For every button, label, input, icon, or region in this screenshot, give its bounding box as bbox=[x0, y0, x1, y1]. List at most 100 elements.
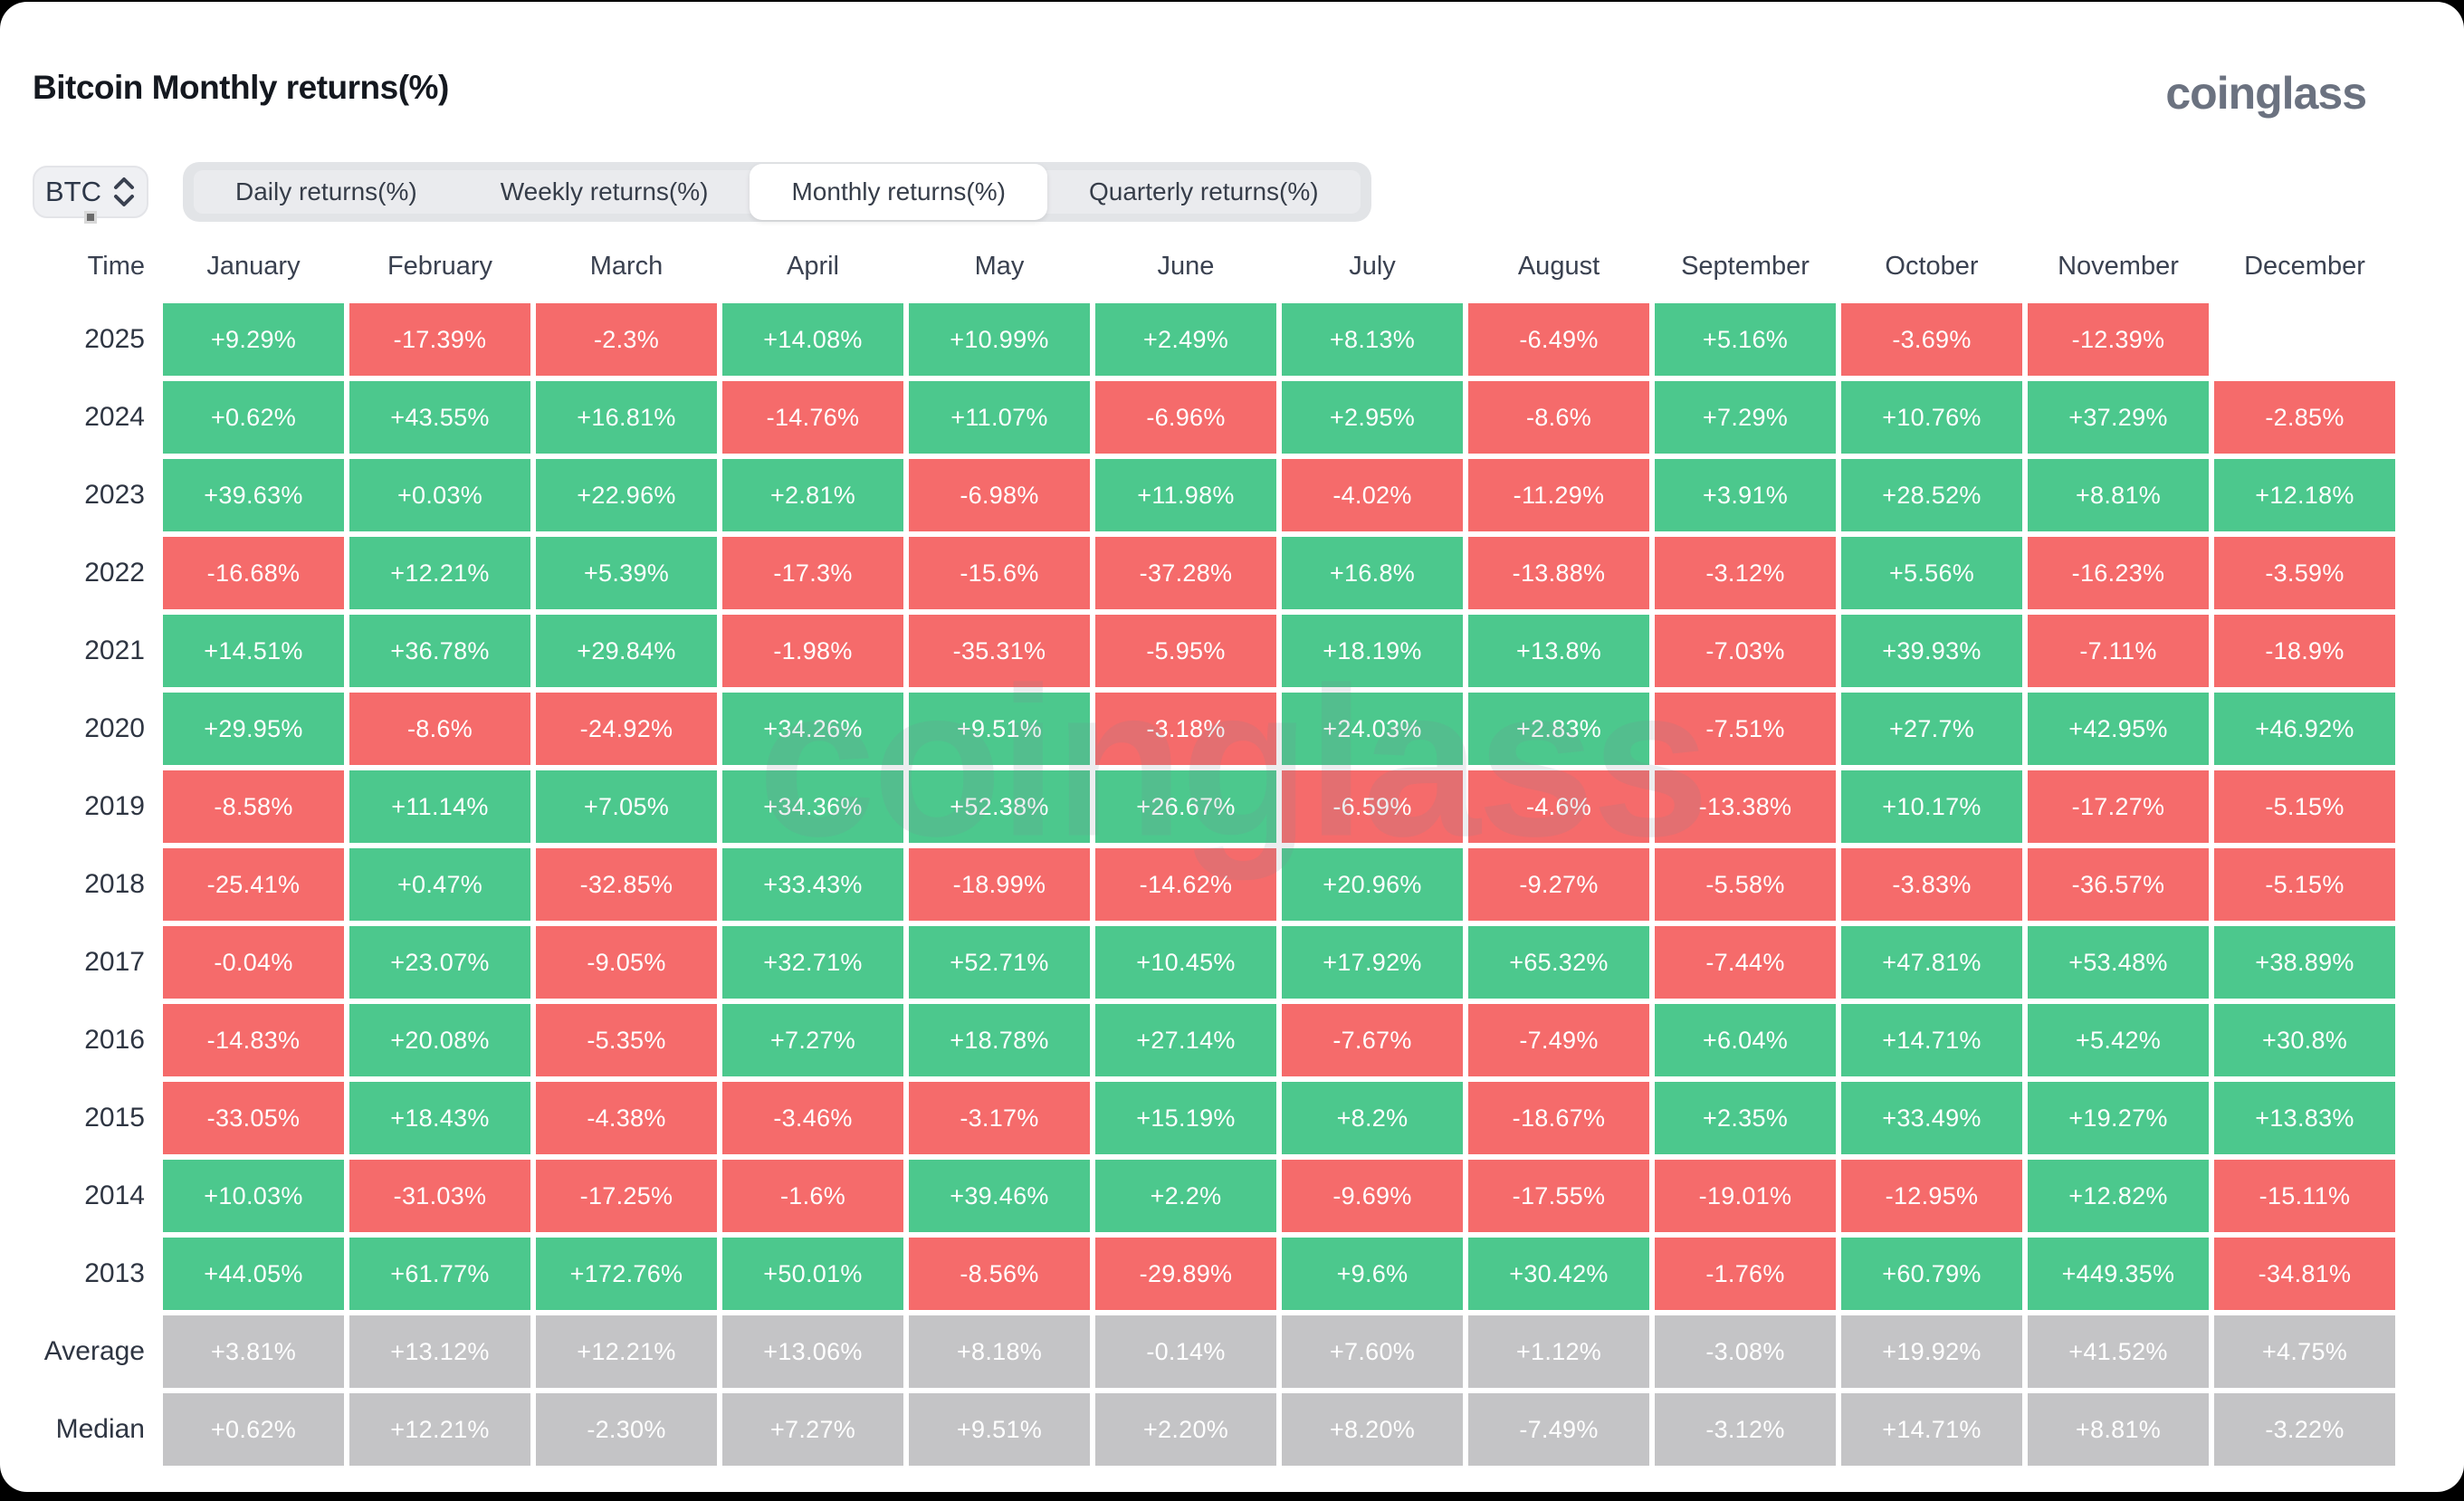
return-cell: +9.29% bbox=[163, 303, 344, 376]
column-header-may: May bbox=[974, 251, 1025, 281]
return-cell: -9.69% bbox=[1282, 1160, 1463, 1232]
return-cell: +52.71% bbox=[909, 926, 1090, 999]
return-cell: +16.81% bbox=[536, 381, 717, 454]
row-label-2021: 2021 bbox=[84, 636, 145, 665]
row-label-2023: 2023 bbox=[84, 480, 145, 510]
return-cell: +39.93% bbox=[1841, 615, 2022, 687]
row-label-2014: 2014 bbox=[84, 1181, 145, 1210]
return-cell: +41.52% bbox=[2028, 1315, 2209, 1388]
return-cell: -15.6% bbox=[909, 537, 1090, 609]
return-cell: -12.95% bbox=[1841, 1160, 2022, 1232]
return-cell: +14.71% bbox=[1841, 1393, 2022, 1466]
return-cell: +33.43% bbox=[722, 848, 903, 921]
return-cell: +8.2% bbox=[1282, 1082, 1463, 1154]
return-cell: -6.59% bbox=[1282, 770, 1463, 843]
return-cell: -3.46% bbox=[722, 1082, 903, 1154]
return-cell: -5.15% bbox=[2214, 770, 2395, 843]
tab-quarterly-returns[interactable]: Quarterly returns(%) bbox=[1088, 177, 1319, 206]
return-cell: -18.67% bbox=[1468, 1082, 1649, 1154]
return-cell: -0.14% bbox=[1095, 1315, 1276, 1388]
row-label-2019: 2019 bbox=[84, 791, 145, 821]
column-header-october: October bbox=[1885, 251, 1979, 281]
return-cell: +10.99% bbox=[909, 303, 1090, 376]
tabs-strip: Daily returns(%) Weekly returns(%) Monthly… bbox=[194, 164, 1361, 220]
return-cell: -5.15% bbox=[2214, 848, 2395, 921]
return-cell: +2.95% bbox=[1282, 381, 1463, 454]
return-cell: -31.03% bbox=[349, 1160, 530, 1232]
row-label-average: Average bbox=[43, 1336, 145, 1366]
return-cell: +42.95% bbox=[2028, 693, 2209, 765]
row-label-2018: 2018 bbox=[84, 869, 145, 899]
return-cell: +27.14% bbox=[1095, 1004, 1276, 1076]
return-cell: -8.6% bbox=[1468, 381, 1649, 454]
return-cell: +3.91% bbox=[1655, 459, 1836, 531]
return-cell: +14.08% bbox=[722, 303, 903, 376]
page-title: Bitcoin Monthly returns(%) bbox=[33, 69, 449, 106]
tab-monthly-returns[interactable]: Monthly returns(%) bbox=[750, 164, 1047, 220]
column-header-december: December bbox=[2244, 251, 2365, 281]
return-cell: -7.11% bbox=[2028, 615, 2209, 687]
return-cell: +18.78% bbox=[909, 1004, 1090, 1076]
return-cell: +13.83% bbox=[2214, 1082, 2395, 1154]
return-cell: -7.03% bbox=[1655, 615, 1836, 687]
return-cell: -33.05% bbox=[163, 1082, 344, 1154]
return-cell: -17.3% bbox=[722, 537, 903, 609]
return-cell: +13.12% bbox=[349, 1315, 530, 1388]
return-cell: -3.59% bbox=[2214, 537, 2395, 609]
column-header-january: January bbox=[206, 251, 301, 281]
return-cell: -1.76% bbox=[1655, 1238, 1836, 1310]
return-cell: -11.29% bbox=[1468, 459, 1649, 531]
selector-handle-artifact bbox=[84, 211, 97, 224]
return-cell: +30.42% bbox=[1468, 1238, 1649, 1310]
return-cell: +18.19% bbox=[1282, 615, 1463, 687]
tab-daily-returns[interactable]: Daily returns(%) bbox=[235, 177, 417, 206]
return-cell: -3.22% bbox=[2214, 1393, 2395, 1466]
return-cell: -8.6% bbox=[349, 693, 530, 765]
return-cell: +2.83% bbox=[1468, 693, 1649, 765]
returns-grid: Time January February March April May June July… bbox=[4, 234, 2395, 1466]
return-cell: -18.99% bbox=[909, 848, 1090, 921]
return-cell: +19.27% bbox=[2028, 1082, 2209, 1154]
return-cell: +5.39% bbox=[536, 537, 717, 609]
return-cell: -2.30% bbox=[536, 1393, 717, 1466]
return-cell: +11.07% bbox=[909, 381, 1090, 454]
return-cell: +10.17% bbox=[1841, 770, 2022, 843]
row-label-2017: 2017 bbox=[84, 947, 145, 977]
column-header-time: Time bbox=[87, 251, 145, 281]
return-cell: +20.96% bbox=[1282, 848, 1463, 921]
return-cell: +12.82% bbox=[2028, 1160, 2209, 1232]
return-cell: +2.20% bbox=[1095, 1393, 1276, 1466]
row-label-2013: 2013 bbox=[84, 1258, 145, 1288]
return-cell: +61.77% bbox=[349, 1238, 530, 1310]
return-cell: -8.58% bbox=[163, 770, 344, 843]
return-cell: -9.05% bbox=[536, 926, 717, 999]
return-cell: -6.49% bbox=[1468, 303, 1649, 376]
return-cell: +34.26% bbox=[722, 693, 903, 765]
return-cell: +3.81% bbox=[163, 1315, 344, 1388]
return-cell: +24.03% bbox=[1282, 693, 1463, 765]
return-cell: -3.17% bbox=[909, 1082, 1090, 1154]
return-cell: -4.6% bbox=[1468, 770, 1649, 843]
tab-weekly-returns[interactable]: Weekly returns(%) bbox=[500, 177, 709, 206]
return-cell: +16.8% bbox=[1282, 537, 1463, 609]
return-cell: -0.04% bbox=[163, 926, 344, 999]
return-cell: +8.18% bbox=[909, 1315, 1090, 1388]
return-cell: -32.85% bbox=[536, 848, 717, 921]
coinglass-logo: coinglass bbox=[2165, 68, 2367, 119]
return-cell: +0.03% bbox=[349, 459, 530, 531]
return-cell: -36.57% bbox=[2028, 848, 2209, 921]
return-cell: -16.23% bbox=[2028, 537, 2209, 609]
return-cell: +449.35% bbox=[2028, 1238, 2209, 1310]
return-cell: +2.35% bbox=[1655, 1082, 1836, 1154]
updown-chevron-icon bbox=[112, 176, 136, 208]
return-cell: +2.49% bbox=[1095, 303, 1276, 376]
row-label-2016: 2016 bbox=[84, 1025, 145, 1055]
return-cell: +7.60% bbox=[1282, 1315, 1463, 1388]
return-cell: +60.79% bbox=[1841, 1238, 2022, 1310]
return-cell: +13.8% bbox=[1468, 615, 1649, 687]
return-cell: +15.19% bbox=[1095, 1082, 1276, 1154]
coin-selector[interactable]: BTC bbox=[33, 166, 148, 224]
return-cell: -18.9% bbox=[2214, 615, 2395, 687]
return-cell: +47.81% bbox=[1841, 926, 2022, 999]
return-cell: -24.92% bbox=[536, 693, 717, 765]
